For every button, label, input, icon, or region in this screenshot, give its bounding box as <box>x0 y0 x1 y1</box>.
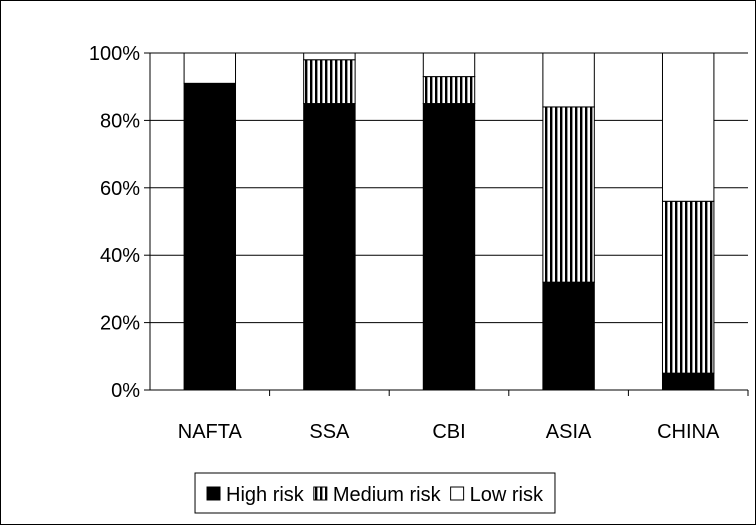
x-category-label: NAFTA <box>178 421 243 443</box>
bar-segment-ssa-low-risk <box>303 52 356 61</box>
legend-box <box>194 472 556 514</box>
legend-label: Low risk <box>470 484 544 506</box>
y-tick-label: 80% <box>100 110 140 132</box>
y-tick-label: 60% <box>100 178 140 200</box>
x-category-label: ASIA <box>546 421 592 443</box>
bar-segment-china-high-risk <box>661 372 715 391</box>
bar-segment-ssa-high-risk <box>303 103 356 391</box>
bar-segment-china-low-risk <box>661 52 715 202</box>
bar-segment-cbi-high-risk <box>422 103 476 391</box>
x-category-label: CBI <box>432 421 465 443</box>
legend-swatch <box>450 486 465 501</box>
x-category-label: SSA <box>309 421 350 443</box>
legend: High risk Medium risk Low risk <box>194 472 556 514</box>
legend-label: Medium risk <box>333 484 442 506</box>
x-category-label: CHINA <box>657 421 720 443</box>
bar-segment-cbi-low-risk <box>422 52 476 78</box>
legend-swatch <box>313 486 328 501</box>
legend-label: High risk <box>226 484 305 506</box>
bar-segment-asia-low-risk <box>542 52 595 108</box>
y-tick-label: 40% <box>100 245 140 267</box>
bar-segment-asia-high-risk <box>542 281 595 391</box>
axes <box>144 52 749 396</box>
x-category-labels: NAFTA SSA CBI ASIA CHINA <box>178 421 720 443</box>
bar-segment-nafta-low-risk <box>183 52 237 84</box>
bar-segment-nafta-high-risk <box>183 82 237 391</box>
bar-segment-ssa-medium-risk <box>303 59 356 105</box>
bars <box>183 52 715 391</box>
bar-segment-asia-medium-risk <box>542 106 595 283</box>
bar-segment-china-medium-risk <box>661 200 715 374</box>
legend-swatch <box>206 486 221 501</box>
y-tick-label: 20% <box>100 313 140 335</box>
bar-segment-cbi-medium-risk <box>422 76 476 105</box>
y-tick-label: 100% <box>89 43 140 65</box>
y-tick-label: 0% <box>111 380 140 402</box>
y-tick-labels: 0% 20% 40% 60% 80% 100% <box>89 43 140 402</box>
